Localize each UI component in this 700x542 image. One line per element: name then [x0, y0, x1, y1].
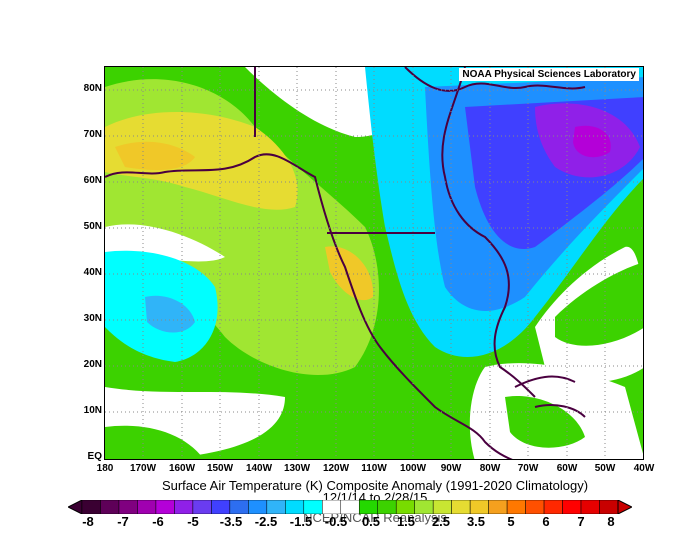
lat-label-40n: 40N: [83, 267, 102, 278]
colorbar-cell: [562, 500, 582, 514]
lon-label-170w: 170W: [129, 463, 157, 474]
colorbar-label: -8: [82, 514, 94, 529]
colorbar-label: -5: [187, 514, 199, 529]
colorbar-cell: [155, 500, 175, 514]
colorbar-cell: [488, 500, 508, 514]
lon-label-60w: 60W: [556, 463, 578, 474]
colorbar-label: 2.5: [431, 514, 451, 529]
lon-label-40w: 40W: [633, 463, 655, 474]
lat-label-80n: 80N: [83, 83, 102, 94]
lat-label-70n: 70N: [83, 129, 102, 140]
anomaly-map: [105, 67, 643, 459]
colorbar-label: 8: [607, 514, 615, 529]
map-title: Surface Air Temperature (K) Composite An…: [161, 478, 589, 493]
colorbar-cell: [81, 500, 101, 514]
lon-label-120w: 120W: [322, 463, 350, 474]
lat-label-eq: EQ: [87, 451, 102, 462]
colorbar-cell: [377, 500, 397, 514]
colorbar-arrow-left: [68, 500, 83, 514]
lon-label-80w: 80W: [479, 463, 501, 474]
colorbar-cell: [285, 500, 305, 514]
colorbar-cell: [174, 500, 194, 514]
lon-label-110w: 110W: [361, 463, 387, 474]
colorbar-label: -7: [117, 514, 129, 529]
colorbar-cell: [395, 500, 415, 514]
lat-label-20n: 20N: [83, 359, 102, 370]
colorbar-cell: [506, 500, 526, 514]
source-subtitle: NCEP/NCAR Reanalysis: [303, 510, 447, 525]
lon-label-140w: 140W: [245, 463, 273, 474]
lon-label-130w: 130W: [283, 463, 311, 474]
colorbar-cell: [248, 500, 268, 514]
colorbar-cell: [358, 500, 378, 514]
colorbar-cell: [543, 500, 563, 514]
colorbar-cell: [414, 500, 434, 514]
colorbar: [68, 500, 632, 514]
colorbar-label: 0.5: [361, 514, 381, 529]
cold-magenta-core: [573, 125, 611, 158]
colorbar-cell: [432, 500, 452, 514]
lat-label-50n: 50N: [83, 221, 102, 232]
grid-lines: [105, 67, 643, 459]
green-atlantic: [555, 262, 643, 346]
colorbar-cell: [340, 500, 360, 514]
colorbar-cell: [229, 500, 249, 514]
lon-label-160w: 160W: [168, 463, 196, 474]
colorbar-cell: [100, 500, 120, 514]
lat-label-60n: 60N: [83, 175, 102, 186]
credit-label: NOAA Physical Sciences Laboratory: [459, 68, 639, 81]
colorbar-label: 3.5: [466, 514, 486, 529]
lon-label-90w: 90W: [440, 463, 462, 474]
lon-label-100w: 100W: [399, 463, 427, 474]
map-panel: NOAA Physical Sciences Laboratory: [104, 66, 644, 460]
lon-label-70w: 70W: [517, 463, 539, 474]
colorbar-cell: [137, 500, 157, 514]
lon-label-150w: 150W: [206, 463, 234, 474]
colorbar-cell: [525, 500, 545, 514]
colorbar-cell: [599, 500, 619, 514]
lon-label-180: 180: [96, 463, 114, 474]
colorbar-label: 6: [542, 514, 550, 529]
warm-orange-core: [115, 141, 195, 170]
colorbar-cell: [192, 500, 212, 514]
coastlines: [105, 67, 586, 459]
colorbar-label: 5: [507, 514, 515, 529]
colorbar-cell: [211, 500, 231, 514]
lat-label-10n: 10N: [83, 405, 102, 416]
colorbar-cell: [322, 500, 342, 514]
colorbar-cell: [451, 500, 471, 514]
colorbar-label: -0.5: [324, 514, 348, 529]
colorbar-label: -6: [152, 514, 164, 529]
colorbar-cell: [303, 500, 323, 514]
colorbar-label: -1.5: [289, 514, 313, 529]
colorbar-cell: [118, 500, 138, 514]
colorbar-label: 7: [577, 514, 585, 529]
colorbar-cell: [580, 500, 600, 514]
colorbar-arrow-right: [617, 500, 632, 514]
colorbar-label: -2.5: [254, 514, 278, 529]
lon-label-50w: 50W: [594, 463, 616, 474]
warm-west-us-core: [325, 246, 374, 301]
green-tropics: [105, 425, 204, 459]
colorbar-cell: [266, 500, 286, 514]
lat-label-30n: 30N: [83, 313, 102, 324]
colorbar-cell: [469, 500, 489, 514]
colorbar-label: -3.5: [219, 514, 243, 529]
green-caribbean: [505, 396, 585, 448]
colorbar-label: 1.5: [396, 514, 416, 529]
